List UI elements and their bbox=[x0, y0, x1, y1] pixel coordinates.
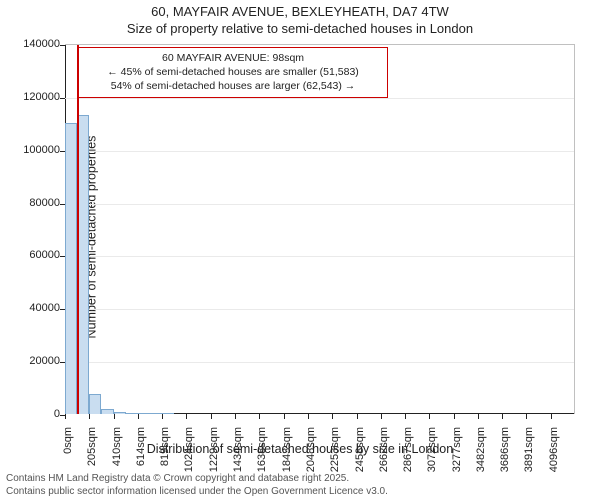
x-tick-label: 3277sqm bbox=[451, 427, 463, 487]
x-tick bbox=[65, 414, 66, 419]
property-marker-line bbox=[77, 45, 79, 414]
title-sub: Size of property relative to semi-detach… bbox=[0, 21, 600, 38]
x-tick-label: 2458sqm bbox=[354, 427, 366, 487]
annotation-line: 60 MAYFAIR AVENUE: 98sqm bbox=[85, 51, 381, 65]
chart-container: 60, MAYFAIR AVENUE, BEXLEYHEATH, DA7 4TW… bbox=[0, 0, 600, 500]
x-tick bbox=[162, 414, 163, 419]
histogram-bar bbox=[162, 413, 174, 414]
x-tick bbox=[502, 414, 503, 419]
annotation-line: 54% of semi-detached houses are larger (… bbox=[85, 79, 381, 93]
x-tick-label: 3482sqm bbox=[475, 427, 487, 487]
gridline bbox=[65, 98, 574, 99]
x-tick bbox=[308, 414, 309, 419]
x-tick-label: 0sqm bbox=[62, 427, 74, 487]
x-tick bbox=[186, 414, 187, 419]
x-tick-label: 2253sqm bbox=[329, 427, 341, 487]
x-tick-label: 3686sqm bbox=[499, 427, 511, 487]
x-tick bbox=[526, 414, 527, 419]
histogram-bar bbox=[114, 412, 126, 414]
gridline bbox=[65, 362, 574, 363]
x-tick-label: 1638sqm bbox=[256, 427, 268, 487]
x-tick bbox=[284, 414, 285, 419]
y-tick-label: 80000 bbox=[5, 197, 60, 209]
gridline bbox=[65, 151, 574, 152]
x-tick bbox=[332, 414, 333, 419]
x-tick bbox=[235, 414, 236, 419]
gridline bbox=[65, 309, 574, 310]
x-tick bbox=[478, 414, 479, 419]
x-tick-label: 3891sqm bbox=[523, 427, 535, 487]
annotation-line: ← 45% of semi-detached houses are smalle… bbox=[85, 65, 381, 79]
plot-area: 60 MAYFAIR AVENUE: 98sqm← 45% of semi-de… bbox=[65, 44, 575, 414]
x-tick-label: 1024sqm bbox=[183, 427, 195, 487]
histogram-bar bbox=[150, 413, 162, 414]
y-tick-label: 0 bbox=[5, 408, 60, 420]
y-tick bbox=[60, 98, 65, 99]
title-main: 60, MAYFAIR AVENUE, BEXLEYHEATH, DA7 4TW bbox=[0, 4, 600, 21]
y-tick-label: 20000 bbox=[5, 355, 60, 367]
histogram-bar bbox=[126, 413, 138, 414]
x-tick-label: 205sqm bbox=[86, 427, 98, 487]
x-tick bbox=[551, 414, 552, 419]
x-tick-label: 2867sqm bbox=[402, 427, 414, 487]
x-tick bbox=[381, 414, 382, 419]
histogram-bar bbox=[65, 123, 77, 414]
annotation-box: 60 MAYFAIR AVENUE: 98sqm← 45% of semi-de… bbox=[78, 47, 388, 98]
gridline bbox=[65, 256, 574, 257]
x-tick bbox=[259, 414, 260, 419]
y-tick-label: 120000 bbox=[5, 91, 60, 103]
histogram-bar bbox=[89, 394, 101, 414]
title-block: 60, MAYFAIR AVENUE, BEXLEYHEATH, DA7 4TW… bbox=[0, 4, 600, 38]
x-tick bbox=[138, 414, 139, 419]
x-tick-label: 410sqm bbox=[111, 427, 123, 487]
x-tick-label: 1434sqm bbox=[232, 427, 244, 487]
x-tick-label: 4096sqm bbox=[548, 427, 560, 487]
x-tick-label: 819sqm bbox=[159, 427, 171, 487]
x-tick bbox=[429, 414, 430, 419]
x-tick-label: 614sqm bbox=[135, 427, 147, 487]
x-tick-label: 2048sqm bbox=[305, 427, 317, 487]
y-tick-label: 60000 bbox=[5, 249, 60, 261]
x-tick bbox=[114, 414, 115, 419]
histogram-bar bbox=[77, 115, 89, 414]
x-tick-label: 1843sqm bbox=[281, 427, 293, 487]
x-tick bbox=[405, 414, 406, 419]
x-tick-label: 2662sqm bbox=[378, 427, 390, 487]
x-tick-label: 1229sqm bbox=[208, 427, 220, 487]
x-tick bbox=[357, 414, 358, 419]
x-tick-label: 3072sqm bbox=[426, 427, 438, 487]
y-tick-label: 140000 bbox=[5, 38, 60, 50]
y-tick-label: 100000 bbox=[5, 144, 60, 156]
x-tick bbox=[89, 414, 90, 419]
gridline bbox=[65, 204, 574, 205]
y-tick bbox=[60, 45, 65, 46]
histogram-bar bbox=[138, 413, 150, 414]
x-tick bbox=[211, 414, 212, 419]
y-tick-label: 40000 bbox=[5, 302, 60, 314]
histogram-bar bbox=[101, 409, 113, 414]
x-tick bbox=[454, 414, 455, 419]
